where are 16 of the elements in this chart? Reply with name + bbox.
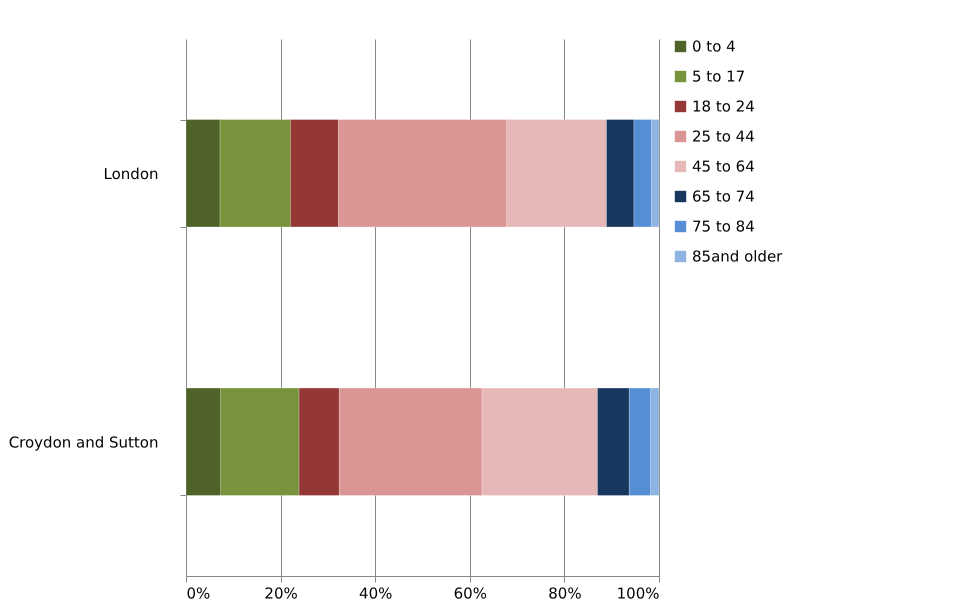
x-tick-label: 80% bbox=[548, 584, 582, 602]
legend-label: 65 to 74 bbox=[692, 188, 755, 206]
x-tick-label: 100% bbox=[616, 584, 660, 602]
y-tick-label: London bbox=[104, 164, 158, 183]
legend-label: 45 to 64 bbox=[692, 158, 755, 176]
x-tick-label: 20% bbox=[264, 584, 298, 602]
x-tick-label: 60% bbox=[454, 584, 487, 602]
legend-label: 0 to 4 bbox=[692, 38, 736, 56]
legend-label: 25 to 44 bbox=[692, 128, 755, 146]
x-tick-label: 40% bbox=[359, 584, 392, 602]
legend-label: 18 to 24 bbox=[692, 98, 755, 116]
legend-label: 85and older bbox=[692, 248, 784, 266]
y-tick-label: Croydon and Sutton bbox=[8, 433, 158, 452]
legend-label: 75 to 84 bbox=[692, 218, 755, 236]
x-tick-label: 0% bbox=[186, 584, 210, 602]
legend-label: 5 to 17 bbox=[692, 68, 746, 86]
